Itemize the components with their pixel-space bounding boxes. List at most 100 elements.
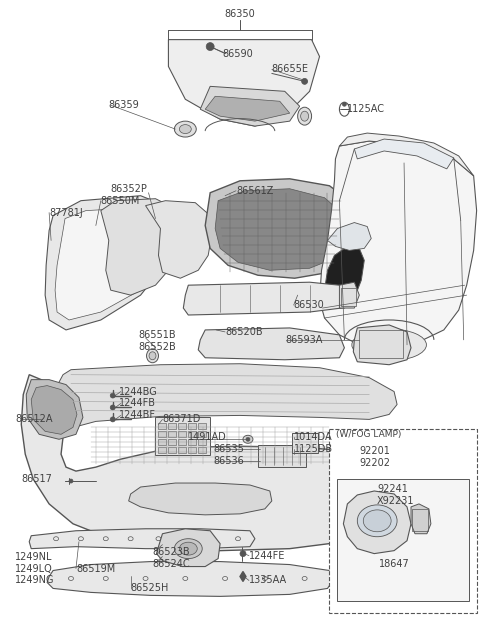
Text: 92201: 92201 <box>360 446 390 456</box>
Text: 86524C: 86524C <box>153 559 190 569</box>
Polygon shape <box>101 198 179 295</box>
Polygon shape <box>339 282 360 308</box>
Polygon shape <box>411 504 431 534</box>
Ellipse shape <box>246 437 250 441</box>
Ellipse shape <box>110 405 115 410</box>
Polygon shape <box>353 325 411 365</box>
Text: 1244BG: 1244BG <box>119 387 157 396</box>
Polygon shape <box>200 86 300 126</box>
Bar <box>179 439 186 445</box>
Text: 86517: 86517 <box>21 474 52 484</box>
Bar <box>188 424 196 429</box>
Text: 86512A: 86512A <box>15 415 53 424</box>
Text: 86551B: 86551B <box>139 330 176 340</box>
Polygon shape <box>240 571 246 581</box>
Text: 1244BF: 1244BF <box>119 410 156 420</box>
Bar <box>329 429 477 613</box>
Bar <box>179 431 186 437</box>
Text: 1249LQ: 1249LQ <box>15 564 53 574</box>
Ellipse shape <box>174 539 202 559</box>
Text: 86520B: 86520B <box>225 327 263 337</box>
Bar <box>158 447 167 453</box>
Polygon shape <box>327 223 371 250</box>
Bar <box>198 447 206 453</box>
Ellipse shape <box>357 505 397 537</box>
Ellipse shape <box>110 417 115 422</box>
Polygon shape <box>343 491 411 553</box>
Polygon shape <box>129 483 272 515</box>
Ellipse shape <box>180 125 192 134</box>
Text: 87781J: 87781J <box>49 207 83 217</box>
Bar <box>158 439 167 445</box>
Polygon shape <box>354 139 454 169</box>
Polygon shape <box>145 201 212 278</box>
Text: 1244FE: 1244FE <box>249 550 285 560</box>
Ellipse shape <box>352 329 426 361</box>
Polygon shape <box>168 39 320 126</box>
Bar <box>158 424 167 429</box>
Polygon shape <box>215 189 343 270</box>
Polygon shape <box>320 141 477 348</box>
Text: 1249NG: 1249NG <box>15 576 55 585</box>
Text: 1491AD: 1491AD <box>188 432 227 443</box>
Text: X92231: X92231 <box>377 496 415 506</box>
Bar <box>188 447 196 453</box>
Bar <box>360 330 403 358</box>
Bar <box>337 479 468 601</box>
Polygon shape <box>51 364 397 429</box>
Bar <box>156 417 210 455</box>
Text: 86352P: 86352P <box>111 184 148 194</box>
Polygon shape <box>205 96 290 121</box>
Ellipse shape <box>342 102 347 107</box>
Bar <box>198 424 206 429</box>
Ellipse shape <box>110 393 115 398</box>
Bar <box>412 509 428 531</box>
Text: 1244FB: 1244FB <box>119 399 156 408</box>
Text: 86536: 86536 <box>213 456 244 466</box>
Polygon shape <box>205 179 354 278</box>
Polygon shape <box>183 282 344 315</box>
Ellipse shape <box>174 121 196 137</box>
Ellipse shape <box>301 79 308 84</box>
Text: 86593A: 86593A <box>286 335 323 345</box>
Text: (W/FOG LAMP): (W/FOG LAMP) <box>336 430 402 439</box>
Bar <box>179 447 186 453</box>
Polygon shape <box>47 562 335 597</box>
Polygon shape <box>156 529 220 567</box>
Bar <box>168 439 176 445</box>
Bar <box>292 433 318 453</box>
Text: 1014DA: 1014DA <box>294 432 332 443</box>
Text: 86525H: 86525H <box>131 583 169 593</box>
Text: 86552B: 86552B <box>139 342 176 352</box>
Text: 1335AA: 1335AA <box>249 576 287 585</box>
Text: 86590: 86590 <box>222 49 253 58</box>
Ellipse shape <box>180 542 197 555</box>
Polygon shape <box>45 196 170 330</box>
Bar <box>198 431 206 437</box>
Polygon shape <box>21 375 401 551</box>
Text: 1125DB: 1125DB <box>294 444 333 454</box>
Ellipse shape <box>149 352 156 359</box>
Ellipse shape <box>300 111 309 121</box>
Text: 18647: 18647 <box>379 559 410 569</box>
Text: 86519M: 86519M <box>76 564 115 574</box>
Text: 86561Z: 86561Z <box>236 186 274 196</box>
Bar <box>188 439 196 445</box>
Polygon shape <box>29 529 255 548</box>
Polygon shape <box>339 133 474 176</box>
Text: 1125AC: 1125AC <box>348 104 385 114</box>
Text: 86530: 86530 <box>294 300 324 310</box>
Text: 86371D: 86371D <box>162 415 201 424</box>
Polygon shape <box>198 328 344 359</box>
Text: 86350: 86350 <box>225 9 255 19</box>
Bar <box>168 431 176 437</box>
Ellipse shape <box>243 436 253 443</box>
Text: 86359: 86359 <box>109 100 140 110</box>
Ellipse shape <box>369 336 409 354</box>
Ellipse shape <box>146 349 158 363</box>
Text: 86550M: 86550M <box>101 196 140 205</box>
Polygon shape <box>26 380 83 439</box>
Text: 86655E: 86655E <box>272 65 309 74</box>
Polygon shape <box>324 249 364 308</box>
Text: 86523B: 86523B <box>153 547 190 557</box>
